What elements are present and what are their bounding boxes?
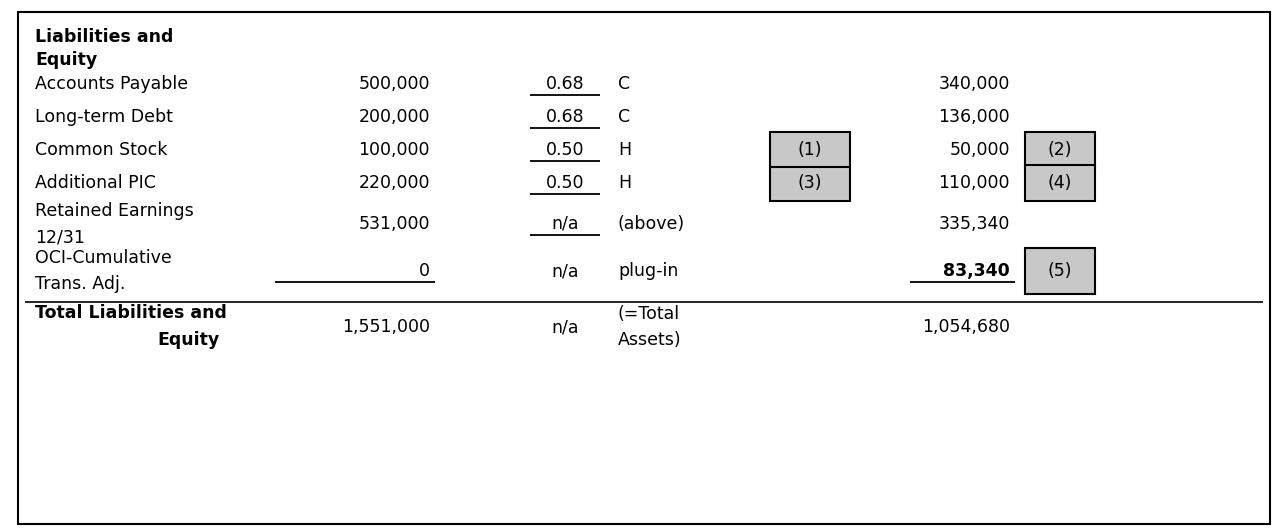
Text: 110,000: 110,000 <box>939 174 1010 192</box>
Text: (3): (3) <box>797 174 822 192</box>
Text: 335,340: 335,340 <box>939 215 1010 233</box>
Text: Equity: Equity <box>157 331 220 349</box>
Text: 0.50: 0.50 <box>546 141 585 159</box>
Text: (=Total: (=Total <box>618 305 680 323</box>
Text: 531,000: 531,000 <box>358 215 430 233</box>
Text: Common Stock: Common Stock <box>35 141 167 159</box>
Text: C: C <box>618 108 630 126</box>
Text: C: C <box>618 75 630 93</box>
Text: (5): (5) <box>1047 262 1072 280</box>
Text: Total Liabilities and: Total Liabilities and <box>35 304 227 322</box>
Text: Long-term Debt: Long-term Debt <box>35 108 173 126</box>
Bar <box>1025 165 1095 201</box>
Text: 1,551,000: 1,551,000 <box>343 318 430 336</box>
Text: 136,000: 136,000 <box>939 108 1010 126</box>
Text: (2): (2) <box>1047 141 1072 159</box>
Text: 0.68: 0.68 <box>546 108 585 126</box>
Text: OCI-Cumulative: OCI-Cumulative <box>35 249 171 267</box>
Text: 200,000: 200,000 <box>358 108 430 126</box>
Text: Trans. Adj.: Trans. Adj. <box>35 275 125 293</box>
Text: 12/31: 12/31 <box>35 228 85 246</box>
Text: (above): (above) <box>618 215 685 233</box>
Bar <box>1025 132 1095 168</box>
Text: Retained Earnings: Retained Earnings <box>35 202 193 220</box>
Text: Equity: Equity <box>35 51 98 69</box>
Text: H: H <box>618 141 631 159</box>
Bar <box>770 132 850 201</box>
Text: plug-in: plug-in <box>618 262 679 280</box>
Text: 100,000: 100,000 <box>358 141 430 159</box>
Text: 83,340: 83,340 <box>943 262 1010 280</box>
Bar <box>1025 248 1095 294</box>
Text: 500,000: 500,000 <box>358 75 430 93</box>
Text: n/a: n/a <box>551 215 578 233</box>
Text: Accounts Payable: Accounts Payable <box>35 75 188 93</box>
Text: Assets): Assets) <box>618 331 681 349</box>
Text: 220,000: 220,000 <box>358 174 430 192</box>
Text: Liabilities and: Liabilities and <box>35 28 174 46</box>
Text: (1): (1) <box>797 141 822 159</box>
Text: 1,054,680: 1,054,680 <box>922 318 1010 336</box>
Text: (4): (4) <box>1048 174 1072 192</box>
Text: n/a: n/a <box>551 318 578 336</box>
Text: 0: 0 <box>419 262 430 280</box>
Text: n/a: n/a <box>551 262 578 280</box>
Text: H: H <box>618 174 631 192</box>
Text: Additional PIC: Additional PIC <box>35 174 156 192</box>
Text: 50,000: 50,000 <box>949 141 1010 159</box>
Text: 0.68: 0.68 <box>546 75 585 93</box>
Text: 340,000: 340,000 <box>939 75 1010 93</box>
Text: 0.50: 0.50 <box>546 174 585 192</box>
